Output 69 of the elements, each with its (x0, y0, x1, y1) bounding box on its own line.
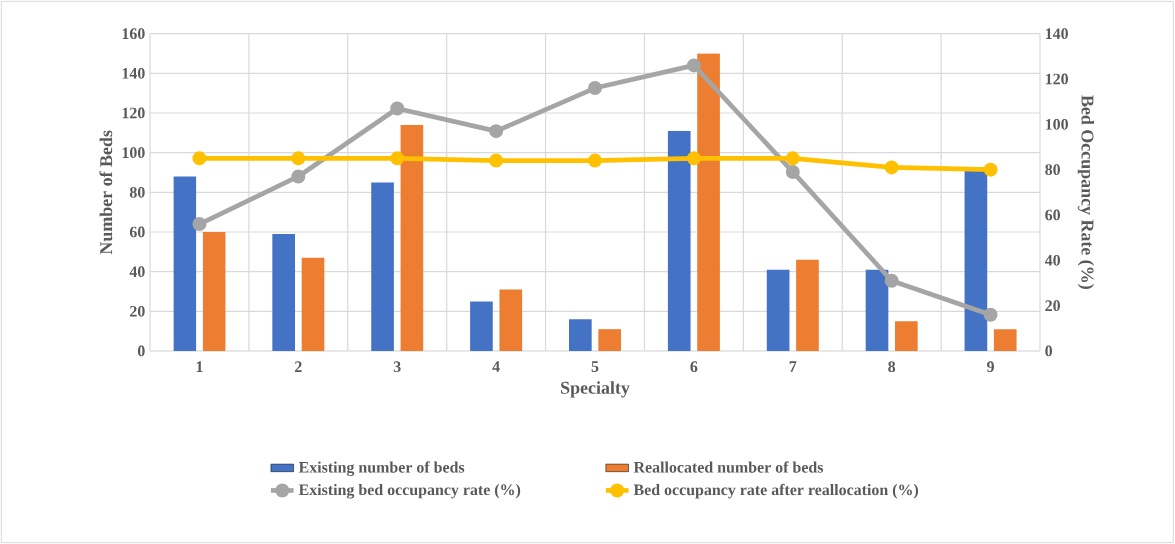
y-axis-title: Number of Beds (99, 130, 113, 255)
point (489, 153, 504, 168)
y-tick-label: 20 (130, 305, 145, 317)
point (983, 307, 998, 322)
point (588, 153, 603, 168)
bar (173, 176, 197, 351)
y-tick-label: 100 (122, 147, 145, 159)
x-tick-label: 2 (295, 361, 302, 372)
x-tick-label: 5 (591, 361, 599, 372)
bar (301, 257, 325, 351)
bar (667, 130, 691, 351)
bar (895, 321, 918, 351)
y-tick-label: 120 (122, 107, 145, 119)
point (686, 151, 701, 166)
bar (569, 319, 592, 351)
y2-tick-label: 20 (1045, 300, 1061, 312)
x-tick-label: 7 (789, 361, 797, 372)
x-tick-label: 1 (196, 361, 203, 372)
legend-label: Reallocated number of beds (633, 461, 824, 473)
y-tick-label: 80 (129, 186, 145, 198)
y2-tick-label: 100 (1045, 118, 1068, 130)
bar (470, 301, 493, 351)
bar (796, 259, 819, 351)
y-tick-label: 160 (122, 28, 145, 40)
point (785, 151, 800, 166)
bar (865, 269, 889, 351)
x-axis-title: Specialty (561, 381, 630, 398)
point (686, 58, 701, 73)
y-tick-label: 60 (129, 226, 145, 238)
x-tick-label: 6 (690, 361, 698, 373)
point (390, 151, 405, 166)
bar (766, 269, 790, 351)
point (291, 169, 306, 184)
y2-axis-title: Bed Occupancy Rate (%) (1077, 95, 1095, 289)
bar (272, 233, 296, 351)
point (983, 162, 998, 177)
y2-tick-label: 60 (1045, 209, 1061, 221)
x-tick-label: 9 (987, 361, 994, 373)
point (192, 217, 207, 232)
legend-label: Existing bed occupancy rate (%) (298, 483, 521, 499)
y-tick-label: 140 (122, 67, 145, 79)
point (884, 273, 899, 288)
legend-label: Bed occupancy rate after reallocation (%) (633, 483, 919, 499)
x-tick-label: 4 (492, 361, 500, 372)
bar (598, 329, 622, 351)
bar (697, 53, 720, 351)
point (884, 160, 899, 175)
y2-tick-label: 80 (1045, 164, 1061, 176)
y2-tick-label: 0 (1045, 345, 1053, 357)
y-tick-label: 40 (129, 266, 145, 278)
point (192, 151, 207, 166)
y2-tick-label: 120 (1045, 73, 1068, 85)
bar (371, 182, 394, 351)
bar (202, 232, 226, 351)
legend-label: Existing number of beds (298, 461, 465, 477)
y-tick-label: 0 (137, 345, 145, 357)
point (785, 164, 800, 179)
x-tick-label: 8 (888, 361, 896, 373)
y2-tick-label: 40 (1044, 254, 1061, 266)
point (489, 124, 504, 139)
bar (499, 289, 523, 351)
bar (400, 124, 424, 351)
point (291, 151, 306, 166)
y2-tick-label: 140 (1045, 28, 1068, 40)
x-tick-label: 3 (393, 361, 401, 373)
point (588, 81, 603, 96)
bar (993, 329, 1017, 351)
point (390, 101, 405, 116)
bar (964, 170, 988, 351)
